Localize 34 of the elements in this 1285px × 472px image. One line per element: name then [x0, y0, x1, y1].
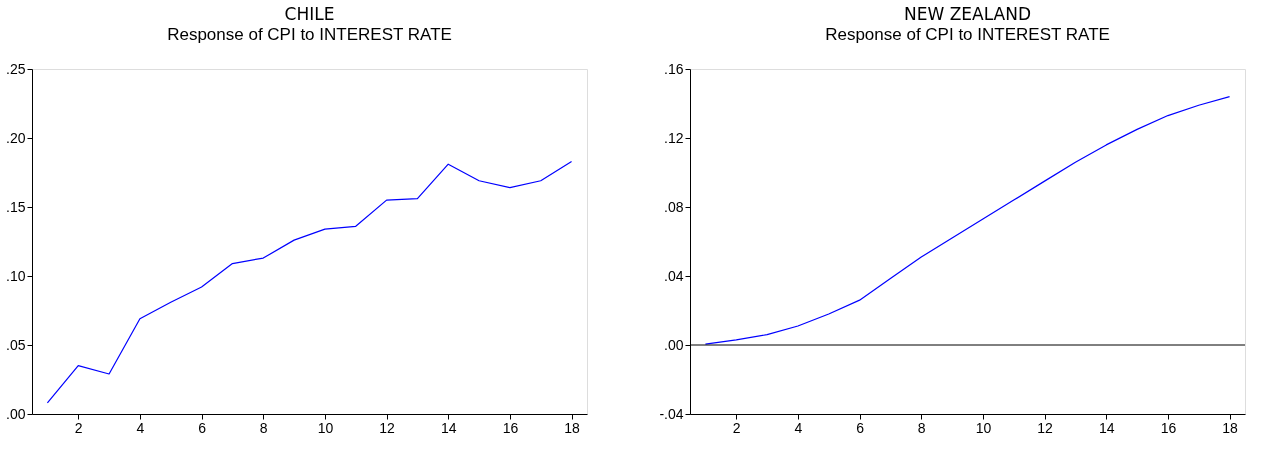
x-tick-label: 12 [1037, 419, 1054, 436]
chart-title: NEW ZEALAND [904, 4, 1031, 24]
x-tick-label: 18 [564, 419, 581, 436]
y-tick-label: .05 [6, 336, 26, 353]
x-tick-label: 6 [198, 419, 207, 436]
x-tick-label: 2 [74, 419, 83, 436]
y-tick-label: .00 [664, 336, 684, 353]
y-tick-label: .04 [664, 267, 684, 284]
y-tick-label: .10 [6, 267, 26, 284]
y-tick-label: .08 [664, 198, 684, 215]
chart-title: CHILE [284, 4, 335, 24]
chart-subtitle: Response of CPI to INTEREST RATE [167, 25, 452, 44]
x-tick-label: 2 [732, 419, 741, 436]
x-tick-label: 14 [440, 419, 457, 436]
y-tick-label: .12 [664, 129, 684, 146]
x-tick-label: 12 [379, 419, 396, 436]
x-tick-label: 8 [917, 419, 926, 436]
y-tick-label: -.04 [659, 405, 684, 422]
x-tick-label: 16 [1160, 419, 1177, 436]
x-tick-label: 16 [502, 419, 519, 436]
x-tick-label: 6 [856, 419, 865, 436]
y-tick-label: .20 [6, 129, 26, 146]
x-tick-label: 4 [794, 419, 803, 436]
chart-subtitle: Response of CPI to INTEREST RATE [825, 25, 1110, 44]
x-tick-label: 18 [1222, 419, 1239, 436]
x-tick-label: 10 [317, 419, 334, 436]
y-tick-label: .25 [6, 60, 26, 77]
x-tick-label: 14 [1098, 419, 1115, 436]
y-tick-label: .00 [6, 405, 26, 422]
x-tick-label: 8 [259, 419, 268, 436]
y-tick-label: .15 [6, 198, 26, 215]
x-tick-label: 10 [975, 419, 992, 436]
x-tick-label: 4 [136, 419, 145, 436]
y-tick-label: .16 [664, 60, 684, 77]
